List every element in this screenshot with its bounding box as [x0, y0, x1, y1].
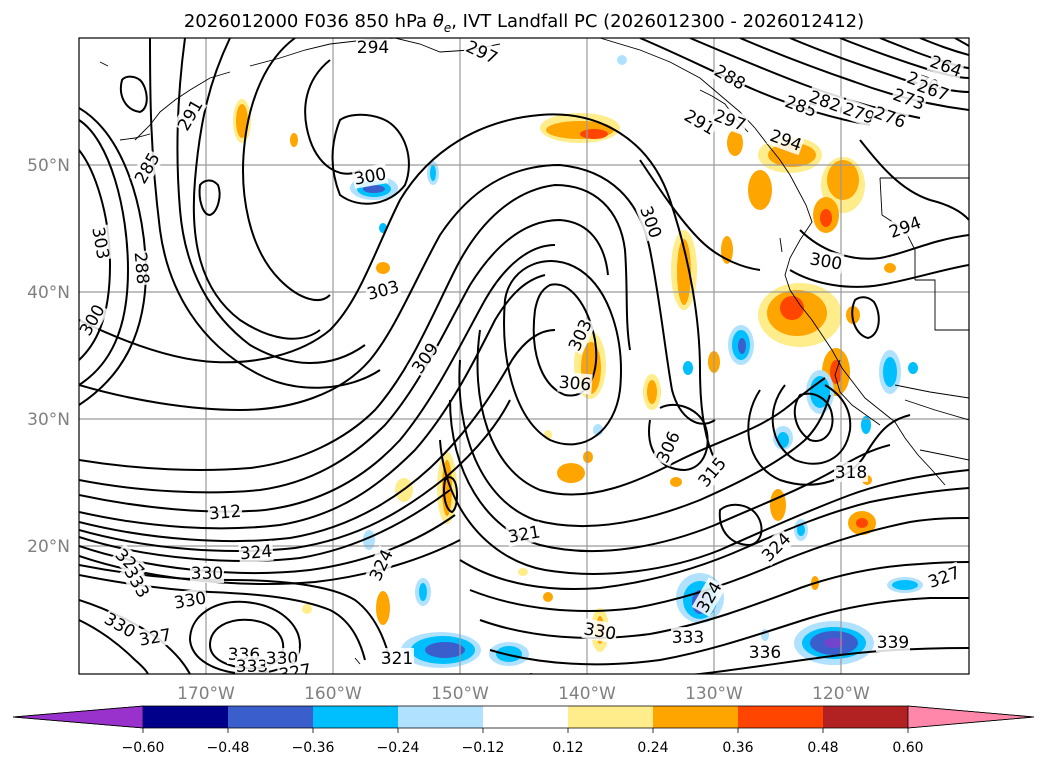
- map-panel: 294 2972912853032883003003033003033093063…: [78, 37, 970, 685]
- svg-text:294: 294: [357, 38, 389, 58]
- contour-label: 333: [671, 627, 705, 648]
- lon-label-160w: 160°W: [304, 684, 362, 704]
- colorbar: −0.60 −0.48 −0.36 −0.24 −0.12 0.12 0.24 0.36 0.4…: [12, 705, 1035, 756]
- svg-text:330: 330: [191, 564, 223, 584]
- colorbar-tick-label: 0.36: [722, 740, 753, 756]
- colorbar-tick-label: −0.36: [292, 740, 335, 756]
- theta-e-contours: [79, 38, 969, 674]
- svg-text:321: 321: [381, 649, 413, 669]
- map-background: [79, 38, 969, 674]
- lat-label-50n: 50°N: [27, 156, 70, 176]
- contour-label: 306: [557, 371, 593, 396]
- colorbar-tick-label: 0.12: [552, 740, 583, 756]
- lon-label-140w: 140°W: [558, 684, 616, 704]
- colorbar-segment: [313, 706, 398, 728]
- colorbar-tick-label: −0.60: [122, 740, 165, 756]
- lon-label-130w: 130°W: [685, 684, 743, 704]
- svg-text:318: 318: [835, 463, 867, 483]
- contour-label: 288: [710, 59, 750, 95]
- colorbar-tick-label: 0.24: [637, 740, 668, 756]
- contour-label: 312: [207, 500, 243, 525]
- svg-text:306: 306: [558, 373, 592, 396]
- colorbar-segment: [398, 706, 483, 728]
- colorbar-extend-high: [907, 705, 1035, 729]
- svg-text:333: 333: [672, 628, 704, 648]
- colorbar-segment: [228, 706, 313, 728]
- contour-label: 297: [462, 38, 502, 69]
- longitude-labels: 170°W 160°W 150°W 140°W 130°W 120°W: [177, 684, 870, 704]
- colorbar-segment: [738, 706, 823, 728]
- colorbar-segment: [568, 706, 653, 728]
- colorbar-segment: [143, 706, 228, 728]
- colorbar-segment: [653, 706, 738, 728]
- colorbar-tick-label: 0.60: [892, 740, 923, 756]
- contour-label: 333: [235, 656, 269, 677]
- svg-text:327: 327: [277, 660, 312, 685]
- lat-label-40n: 40°N: [27, 283, 70, 303]
- colorbar-segment: [823, 706, 908, 728]
- contour-label: 339: [876, 632, 910, 653]
- lon-label-170w: 170°W: [177, 684, 235, 704]
- plot-title: 2026012000 F036 850 hPa θe, IVT Landfall…: [184, 11, 864, 35]
- svg-text:288: 288: [130, 251, 153, 285]
- svg-text:333: 333: [236, 657, 268, 677]
- contour-label: 336: [748, 642, 782, 663]
- contour-label: 321: [380, 648, 414, 669]
- lon-label-150w: 150°W: [431, 684, 489, 704]
- colorbar-tick-label: −0.12: [462, 740, 505, 756]
- lon-label-120w: 120°W: [812, 684, 870, 704]
- contour-label: 318: [834, 462, 868, 483]
- contour-label: 264: [926, 50, 966, 82]
- colorbar-tick-label: −0.24: [377, 740, 420, 756]
- contour-label: 324: [238, 540, 274, 565]
- lat-label-30n: 30°N: [27, 410, 70, 430]
- map-frame: [78, 37, 970, 675]
- contour-label: 330: [190, 563, 224, 584]
- colorbar-tick-label: −0.48: [207, 740, 250, 756]
- svg-text:339: 339: [877, 633, 909, 653]
- contour-label: 327: [276, 659, 314, 685]
- contour-label: 288: [130, 250, 154, 286]
- contour-label: 294: [356, 38, 390, 58]
- colorbar-extend-low: [12, 705, 144, 729]
- latitude-labels: 50°N 40°N 30°N 20°N: [27, 156, 70, 557]
- lat-label-20n: 20°N: [27, 537, 70, 557]
- colorbar-segment: [483, 706, 568, 728]
- svg-text:312: 312: [208, 502, 242, 525]
- colorbar-tick-label: 0.48: [807, 740, 838, 756]
- contour-label: 330: [581, 618, 619, 645]
- svg-text:336: 336: [749, 643, 781, 663]
- svg-text:324: 324: [239, 542, 273, 565]
